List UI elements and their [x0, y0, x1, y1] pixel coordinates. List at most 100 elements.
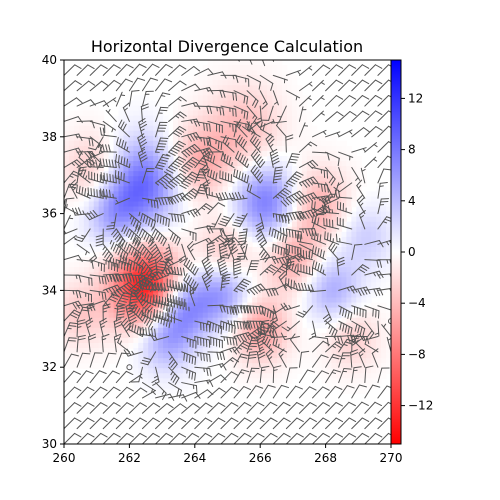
wind-barb	[256, 348, 266, 368]
wind-barb	[95, 228, 104, 247]
wind-barb	[255, 213, 265, 233]
heatmap-cell	[148, 353, 154, 359]
heatmap-cell	[64, 156, 70, 162]
heatmap-cell	[83, 348, 90, 354]
heatmap-cell	[68, 342, 75, 349]
heatmap-cell	[222, 297, 229, 304]
heatmap-cell	[187, 161, 194, 167]
heatmap-cell	[321, 176, 328, 182]
heatmap-cell	[78, 282, 85, 288]
wind-barb	[138, 211, 156, 229]
heatmap-cell	[118, 262, 125, 268]
heatmap-cell	[232, 206, 238, 213]
heatmap-cell	[207, 211, 214, 218]
heatmap-cell	[88, 342, 95, 349]
wind-barb	[338, 95, 357, 107]
heatmap-cell	[306, 277, 313, 283]
heatmap-cell	[356, 181, 362, 187]
heatmap-cell	[371, 241, 377, 248]
heatmap-cell	[173, 342, 179, 349]
heatmap-cell	[173, 262, 179, 268]
heatmap-cell	[153, 388, 159, 395]
heatmap-cell	[262, 297, 268, 304]
heatmap-cell	[301, 241, 308, 248]
heatmap-cell	[381, 221, 387, 228]
heatmap-cell	[93, 231, 100, 238]
heatmap-cell	[133, 211, 139, 218]
heatmap-cell	[286, 358, 293, 364]
heatmap-cell	[336, 201, 343, 208]
heatmap-cell	[267, 262, 273, 268]
heatmap-cell	[73, 171, 80, 177]
heatmap-cell	[207, 307, 214, 314]
heatmap-cell	[301, 105, 308, 112]
heatmap-cell	[346, 267, 352, 273]
heatmap-cell	[173, 378, 179, 384]
heatmap-cell	[321, 368, 328, 374]
heatmap-cell	[182, 312, 189, 319]
wind-barb	[236, 119, 248, 138]
heatmap-cell	[371, 363, 377, 369]
heatmap-cell	[257, 65, 263, 71]
heatmap-cell	[177, 383, 184, 390]
heatmap-cell	[282, 358, 288, 364]
wind-barb	[194, 105, 213, 115]
heatmap-cell	[301, 297, 308, 304]
heatmap-cell	[316, 332, 323, 339]
wind-barb	[220, 432, 239, 444]
heatmap-cell	[282, 75, 288, 81]
heatmap-cell	[143, 125, 149, 132]
wind-barb	[325, 402, 343, 414]
heatmap-cell	[257, 120, 263, 127]
heatmap-cell	[108, 337, 115, 344]
heatmap-cell	[187, 236, 194, 243]
wind-barb	[312, 402, 330, 414]
heatmap-cell	[163, 145, 169, 152]
wind-barb	[298, 65, 313, 76]
heatmap-cell	[163, 368, 169, 374]
heatmap-cell	[282, 196, 288, 203]
heatmap-cell	[217, 337, 224, 344]
heatmap-cell	[173, 246, 179, 253]
heatmap-cell	[232, 140, 238, 147]
heatmap-cell	[207, 75, 214, 81]
heatmap-cell	[247, 327, 253, 334]
heatmap-cell	[212, 171, 219, 177]
heatmap-cell	[341, 363, 347, 369]
heatmap-cell	[296, 145, 303, 152]
wind-barb	[128, 417, 147, 430]
heatmap-cell	[93, 246, 100, 253]
heatmap-cell	[262, 90, 268, 96]
heatmap-cell	[202, 327, 209, 334]
heatmap-cell	[381, 302, 387, 309]
heatmap-cell	[376, 337, 382, 344]
heatmap-cell	[262, 348, 268, 354]
heatmap-cell	[197, 216, 204, 223]
wind-barb	[246, 90, 259, 108]
heatmap-cell	[207, 363, 214, 369]
heatmap-cell	[93, 282, 100, 288]
heatmap-cell	[296, 267, 303, 273]
heatmap-cell	[282, 342, 288, 349]
heatmap-cell	[217, 85, 224, 91]
heatmap-cell	[88, 130, 95, 137]
heatmap-cell	[316, 226, 323, 233]
heatmap-cell	[113, 171, 120, 177]
heatmap-cell	[346, 156, 352, 162]
heatmap-cell	[346, 358, 352, 364]
heatmap-cell	[187, 332, 194, 339]
heatmap-cell	[326, 337, 333, 344]
heatmap-cell	[351, 236, 357, 243]
heatmap-cell	[148, 388, 154, 395]
heatmap-cell	[316, 267, 323, 273]
heatmap-cell	[311, 267, 318, 273]
heatmap-cell	[222, 317, 229, 324]
heatmap-cell	[286, 145, 293, 152]
heatmap-cell	[346, 322, 352, 329]
wind-barb	[351, 79, 370, 92]
heatmap-cell	[361, 373, 367, 379]
heatmap-cell	[103, 150, 110, 157]
heatmap-cell	[366, 246, 372, 253]
heatmap-cell	[286, 302, 293, 309]
